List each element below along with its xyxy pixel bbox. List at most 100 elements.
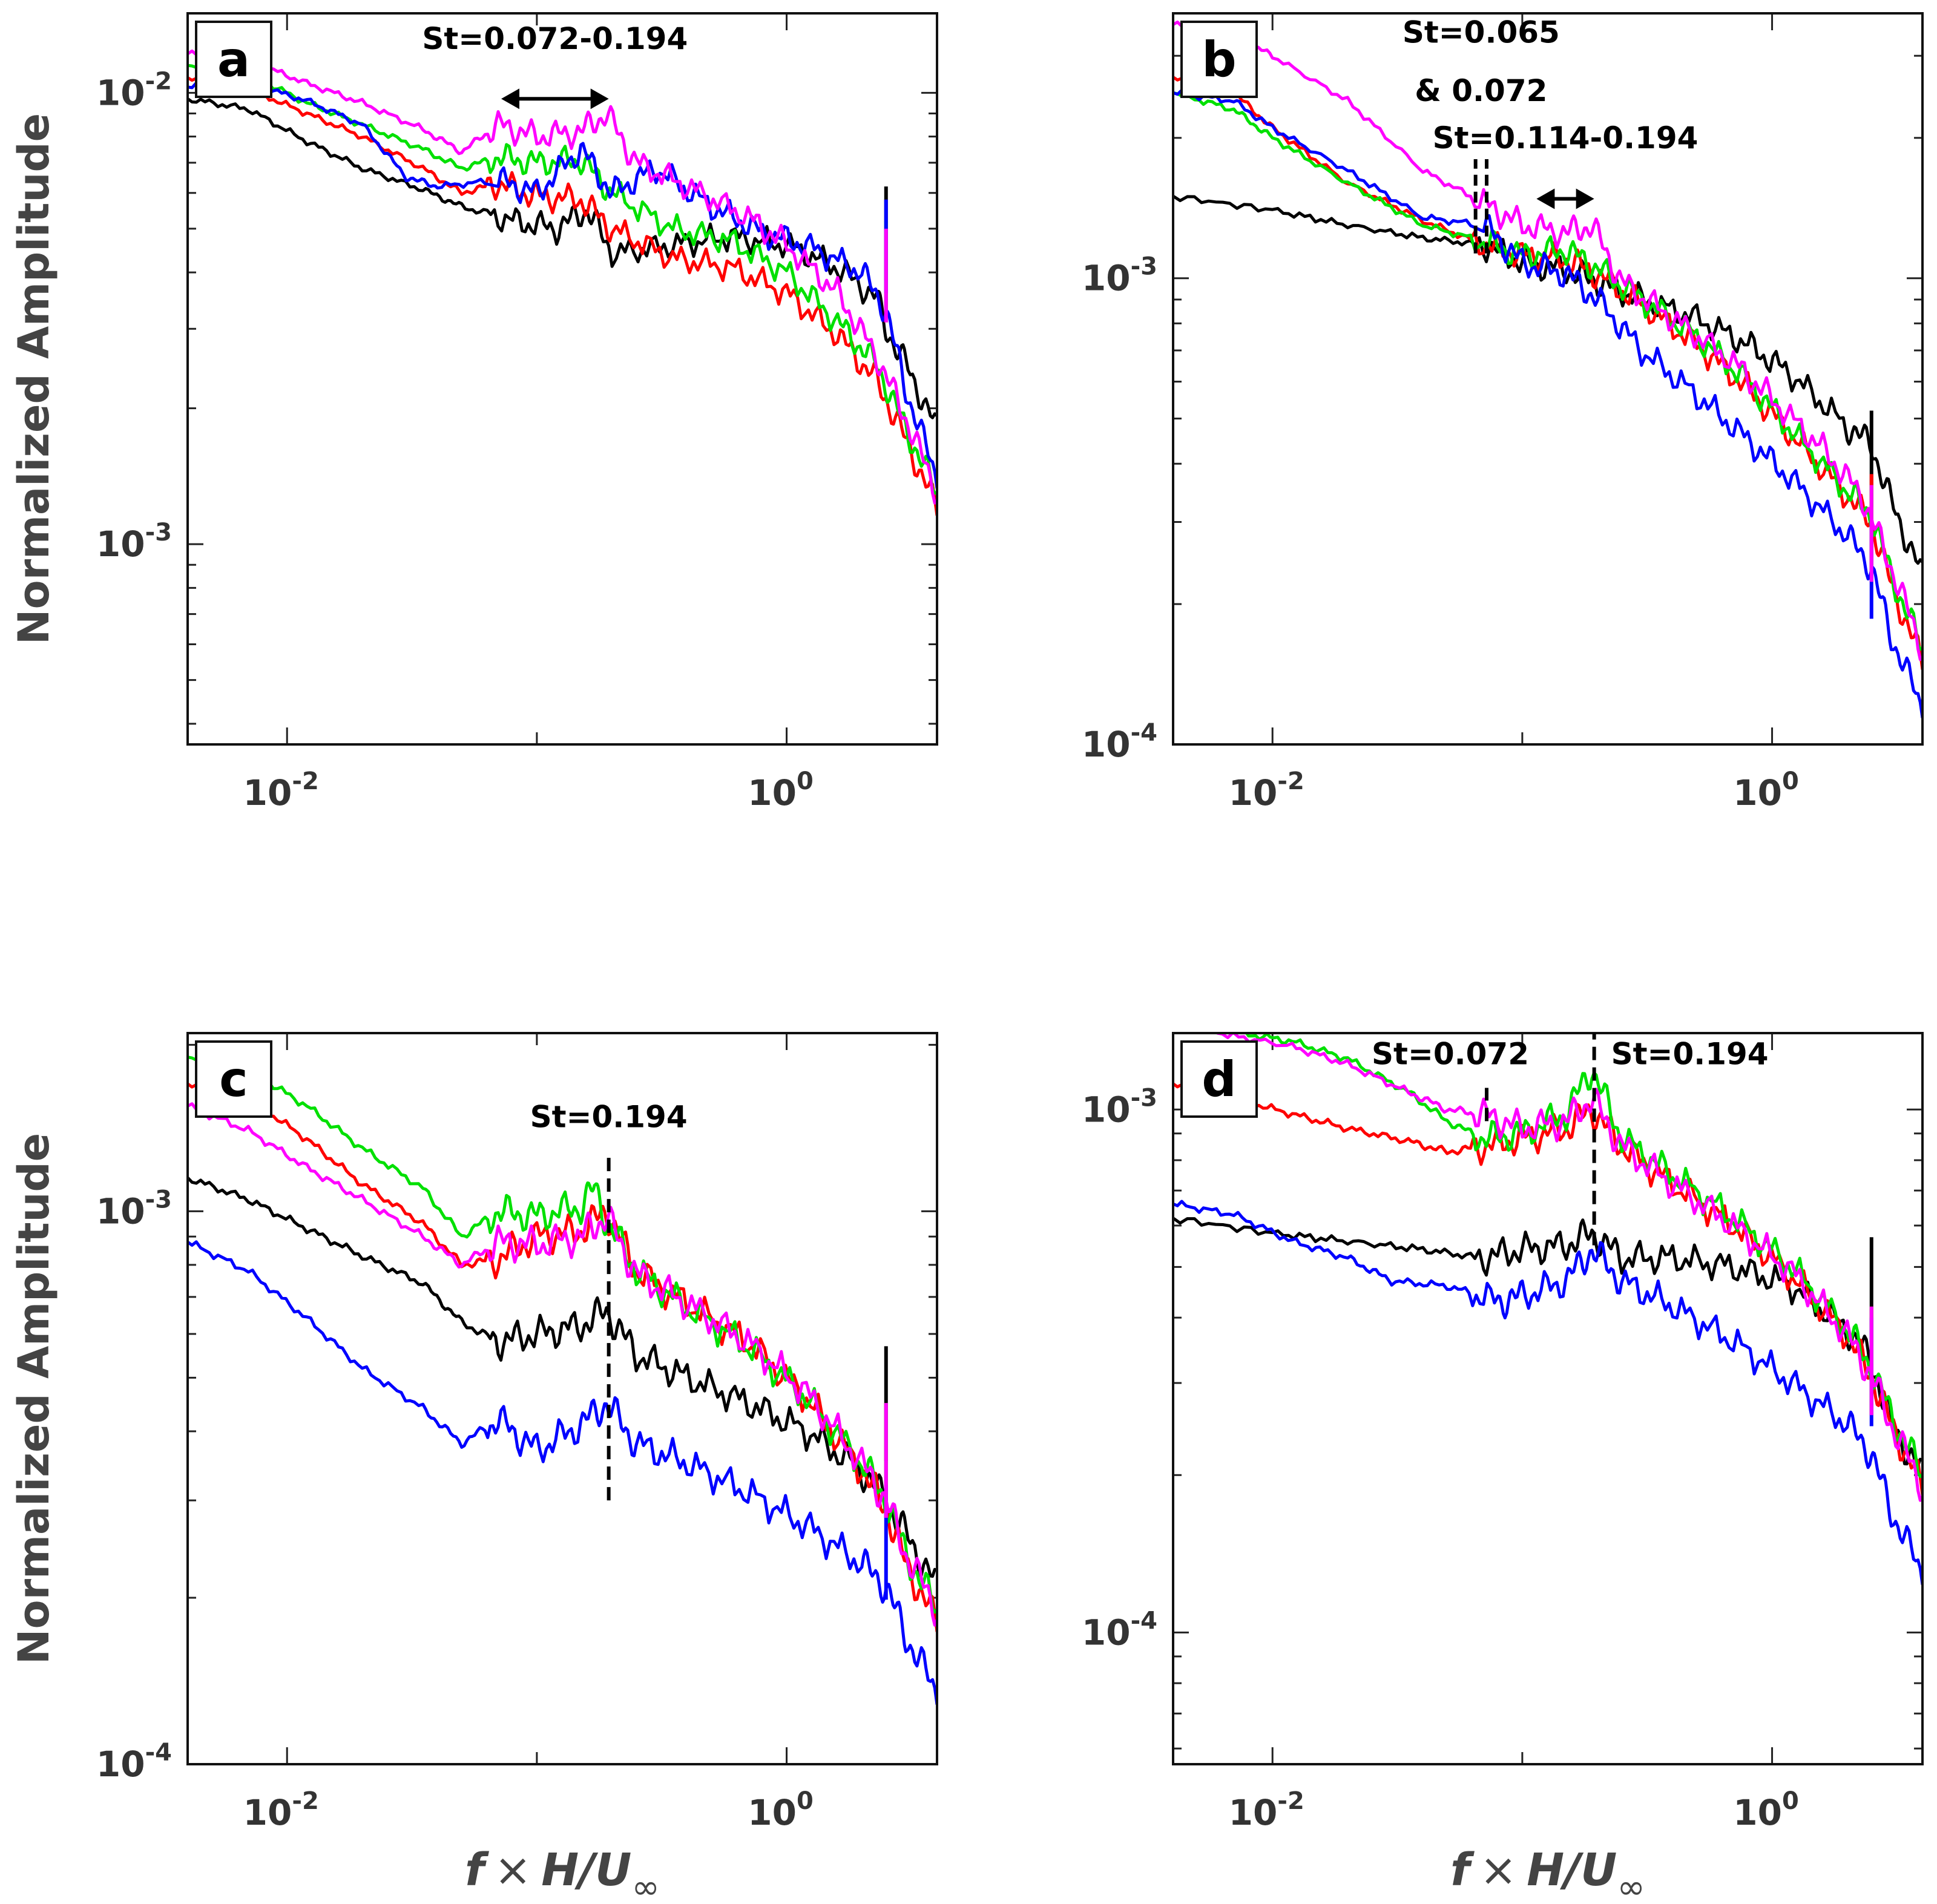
y-tick-exponent: -4 [1131,719,1157,747]
x-tick-label: 10-2 [1229,767,1304,813]
y-tick-base: 10 [1082,1612,1131,1653]
y-tick-base: 10 [96,72,145,113]
x-tick-exponent: -2 [1277,1787,1304,1815]
y-tick-label: 10-4 [96,1739,172,1785]
annotation-arrow-head-left [501,88,520,110]
x-axis-h-over-u: H/U [1527,1844,1617,1896]
y-tick-label: 10-3 [1082,1084,1157,1130]
series-group [1173,1033,1922,1585]
series-line-black [188,1177,937,1578]
x-axis-subscript: ∞ [631,1868,660,1904]
x-axis-title: f × H/U∞ [465,1844,660,1904]
x-tick-base: 10 [748,772,797,813]
annotation-arrow-head-right [1576,188,1594,209]
panel-letter-box [1180,21,1258,98]
y-tick-base: 10 [1082,258,1131,299]
x-tick-base: 10 [1733,772,1782,813]
series-line-green [188,1054,937,1614]
y-tick-base: 10 [1082,724,1131,765]
x-tick-exponent: 0 [797,767,814,795]
panel-letter: a [217,31,250,88]
x-tick-label: 100 [1733,1787,1799,1833]
x-tick-exponent: -2 [292,767,318,795]
annotation-arrow-head-right [590,88,609,110]
minor-ticks [1173,13,1922,746]
x-axis-times: × [494,1844,531,1896]
panel-letter-box [195,1040,272,1118]
annotation-arrow-head-left [1536,188,1555,209]
series-group [188,49,937,516]
annotation-label: St=0.065 [1403,15,1560,50]
annotation-label: St=0.114-0.194 [1433,120,1699,156]
x-tick-label: 100 [748,1787,814,1833]
x-tick-label: 10-2 [1229,1787,1304,1833]
panel-letter: b [1202,31,1236,88]
series-line-black [188,97,937,419]
annotation-label: St=0.072-0.194 [422,21,688,56]
series-line-green [1241,1033,1922,1479]
y-tick-exponent: -2 [145,67,172,95]
plot-frame [186,1032,938,1765]
series-group [1173,21,1922,718]
y-tick-exponent: -4 [1131,1607,1157,1635]
y-tick-exponent: -3 [145,1186,172,1213]
y-tick-base: 10 [96,1190,145,1232]
y-tick-label: 10-3 [96,519,172,565]
y-tick-label: 10-4 [1082,1607,1157,1653]
panel-letter-box [195,21,272,98]
x-tick-exponent: 0 [797,1787,814,1815]
x-tick-base: 10 [748,1792,797,1833]
plot-frame [186,12,938,746]
x-tick-label: 100 [1733,767,1799,813]
x-tick-exponent: -2 [292,1787,318,1815]
x-tick-exponent: 0 [1782,1787,1799,1815]
y-tick-label: 10-2 [96,67,172,113]
annotation: St=0.114-0.194 [1433,120,1699,209]
x-tick-base: 10 [243,772,292,813]
x-tick-exponent: 0 [1782,767,1799,795]
panel-letter: d [1202,1051,1236,1108]
y-tick-base: 10 [96,1744,145,1785]
x-axis-h-over-u: H/U [541,1844,631,1896]
x-tick-exponent: -2 [1277,767,1304,795]
annotation-label-line2: & 0.072 [1415,73,1547,108]
x-tick-base: 10 [1229,1792,1278,1833]
series-line-blue [1173,88,1922,718]
series-line-magenta [188,49,937,505]
series-line-magenta [1217,1033,1922,1502]
plot-frame [1172,12,1924,746]
x-axis-title: f × H/U∞ [1450,1844,1645,1904]
series-line-magenta [188,1102,937,1627]
y-tick-label: 10-3 [96,1186,172,1232]
x-tick-label: 10-2 [243,767,319,813]
series-line-blue [1173,1200,1922,1585]
series-line-magenta [1173,21,1922,661]
x-tick-base: 10 [243,1792,292,1833]
y-axis-title: Normalized Amplitude [9,1133,59,1664]
minor-ticks [1173,1033,1922,1764]
annotation: St=0.194 [530,1099,688,1501]
series-line-blue [188,1240,937,1705]
y-tick-exponent: -3 [145,519,172,547]
x-tick-base: 10 [1733,1792,1782,1833]
y-tick-exponent: -4 [145,1739,172,1767]
y-tick-base: 10 [1082,1089,1131,1130]
annotation-label: St=0.194 [1611,1037,1769,1072]
y-axis-title: Normalized Amplitude [9,113,59,645]
x-tick-label: 10-2 [243,1787,319,1833]
series-group [188,1054,937,1705]
x-axis-subscript: ∞ [1617,1868,1645,1904]
annotation: St=0.194 [1592,1033,1769,1246]
y-tick-label: 10-3 [1082,253,1157,299]
y-tick-exponent: -3 [1131,1084,1157,1112]
y-tick-base: 10 [96,524,145,565]
panel-letter: c [219,1051,248,1108]
x-axis-times: × [1479,1844,1517,1896]
x-tick-base: 10 [1229,772,1278,813]
series-line-blue [188,79,937,489]
panel-letter-box [1180,1040,1258,1118]
